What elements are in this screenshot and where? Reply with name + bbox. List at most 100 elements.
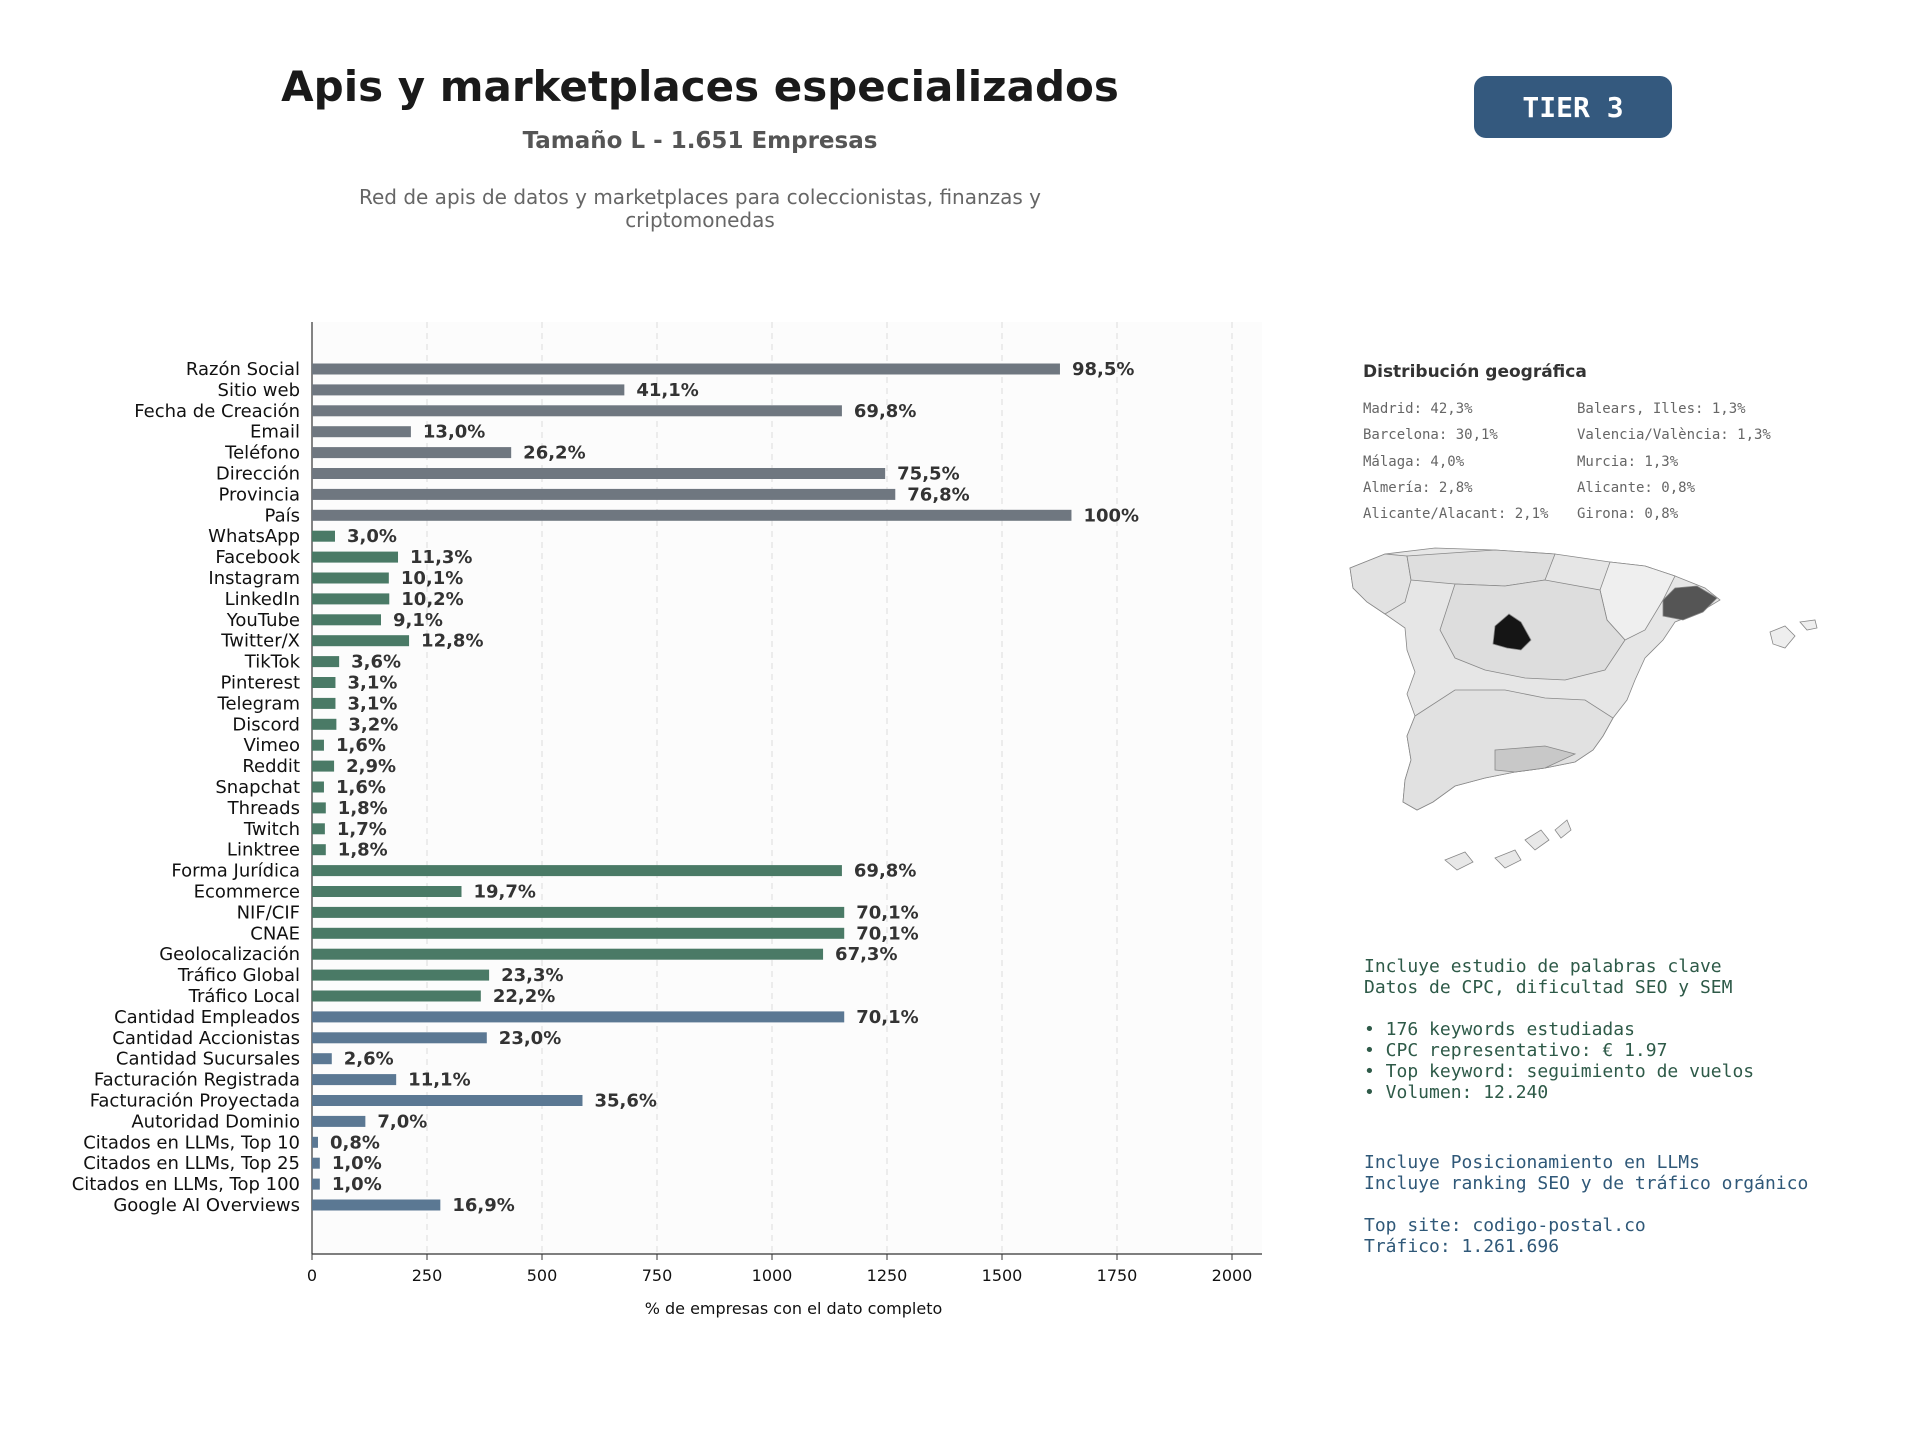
category-label: Cantidad Accionistas <box>112 1028 300 1049</box>
category-label: Autoridad Dominio <box>131 1111 300 1132</box>
x-axis-label: % de empresas con el dato completo <box>645 1299 943 1318</box>
category-label: Tráfico Global <box>177 965 300 986</box>
x-tick-label: 250 <box>412 1266 443 1285</box>
category-label: Razón Social <box>186 359 300 380</box>
bar <box>312 1115 366 1127</box>
bar <box>312 405 842 417</box>
bar <box>312 1032 487 1044</box>
value-label: 1,8% <box>338 840 388 861</box>
geo-item: Málaga: 4,0% <box>1363 454 1465 470</box>
seo-bullet: • Volumen: 12.240 <box>1364 1082 1549 1103</box>
malaga-region <box>1494 745 1577 773</box>
llm-line: Top site: codigo-postal.co <box>1364 1215 1646 1236</box>
category-label: Reddit <box>242 756 300 777</box>
value-label: 3,6% <box>351 652 401 673</box>
plot-area <box>312 322 1262 1254</box>
value-label: 2,9% <box>346 756 396 777</box>
value-label: 0,8% <box>330 1132 380 1153</box>
bar <box>312 1178 320 1190</box>
x-tick-label: 1250 <box>867 1266 908 1285</box>
category-label: Forma Jurídica <box>171 861 300 882</box>
category-label: NIF/CIF <box>237 902 300 923</box>
category-label: Facturación Registrada <box>94 1070 300 1091</box>
value-label: 3,2% <box>348 714 398 735</box>
category-label: Snapchat <box>215 777 300 798</box>
category-label: Instagram <box>208 568 300 589</box>
category-label: Dirección <box>216 464 300 485</box>
bar <box>312 468 886 479</box>
bar <box>312 781 324 793</box>
category-label: Ecommerce <box>194 882 300 903</box>
value-label: 1,8% <box>338 798 388 819</box>
x-tick-label: 1750 <box>1097 1266 1138 1285</box>
category-label: Threads <box>227 798 300 819</box>
bar <box>312 1199 441 1211</box>
category-label: País <box>265 505 300 526</box>
bar <box>312 1053 332 1065</box>
value-label: 10,1% <box>401 568 463 589</box>
page-description: Red de apis de datos y marketplaces para… <box>358 185 1042 232</box>
value-label: 1,6% <box>336 735 386 756</box>
value-label: 23,3% <box>501 965 563 986</box>
category-label: Facturación Proyectada <box>90 1091 300 1112</box>
bar-chart: 0 250 500 750 1000 1250 1500 1750 2000 % de empre… <box>72 322 1262 1318</box>
bar <box>312 1157 320 1169</box>
bar <box>312 530 335 542</box>
x-tick-label: 0 <box>307 1266 317 1285</box>
value-label: 98,5% <box>1072 359 1134 380</box>
geo-item: Barcelona: 30,1% <box>1363 427 1498 443</box>
category-label: Email <box>250 422 300 443</box>
x-tick-label: 1500 <box>982 1266 1023 1285</box>
category-label: Fecha de Creación <box>134 401 300 422</box>
category-label: Twitter/X <box>220 631 300 652</box>
category-label: Cantidad Empleados <box>114 1007 300 1028</box>
bar <box>312 1074 397 1086</box>
category-label: Vimeo <box>243 735 300 756</box>
category-label: Geolocalización <box>159 944 300 965</box>
page-subtitle: Tamaño L - 1.651 Empresas <box>522 128 878 154</box>
bar <box>312 802 326 814</box>
bar <box>312 718 337 730</box>
value-label: 1,7% <box>337 819 387 840</box>
category-label: Discord <box>232 714 300 735</box>
value-label: 67,3% <box>835 944 897 965</box>
value-label: 1,0% <box>332 1174 382 1195</box>
value-label: 76,8% <box>907 484 969 505</box>
category-label: Google AI Overviews <box>113 1195 300 1216</box>
north-region <box>1406 549 1556 587</box>
bar <box>312 697 336 709</box>
value-label: 75,5% <box>897 464 959 485</box>
value-label: 3,1% <box>347 693 397 714</box>
category-label: Provincia <box>218 484 300 505</box>
bar <box>312 384 625 396</box>
geo-item: Murcia: 1,3% <box>1577 454 1679 470</box>
geo-item: Girona: 0,8% <box>1577 506 1679 522</box>
bar <box>312 886 462 897</box>
bar <box>312 509 1072 521</box>
value-label: 1,0% <box>332 1153 382 1174</box>
geo-item: Balears, Illes: 1,3% <box>1577 401 1746 417</box>
value-label: 69,8% <box>854 861 916 882</box>
bar <box>312 927 845 939</box>
category-label: LinkedIn <box>225 589 300 610</box>
seo-line: Datos de CPC, dificultad SEO y SEM <box>1364 977 1733 998</box>
category-label: Telegram <box>217 693 300 714</box>
category-label: Pinterest <box>220 673 300 694</box>
seo-bullet: • CPC representativo: € 1.97 <box>1364 1040 1668 1061</box>
category-label: Citados en LLMs, Top 100 <box>72 1174 300 1195</box>
bar <box>312 948 824 960</box>
value-label: 3,1% <box>347 673 397 694</box>
geo-item: Valencia/València: 1,3% <box>1577 427 1771 443</box>
geo-item: Alicante/Alacant: 2,1% <box>1363 506 1549 522</box>
x-tick-label: 2000 <box>1212 1266 1253 1285</box>
bar <box>312 739 324 751</box>
value-label: 11,3% <box>410 547 472 568</box>
value-label: 70,1% <box>856 902 918 923</box>
category-label: CNAE <box>250 923 300 944</box>
value-label: 10,2% <box>401 589 463 610</box>
category-label: Twitch <box>243 819 300 840</box>
barcelona-region <box>1662 585 1718 621</box>
canary-islands <box>1444 819 1572 871</box>
value-label: 70,1% <box>856 923 918 944</box>
balearic-islands <box>1769 619 1818 649</box>
